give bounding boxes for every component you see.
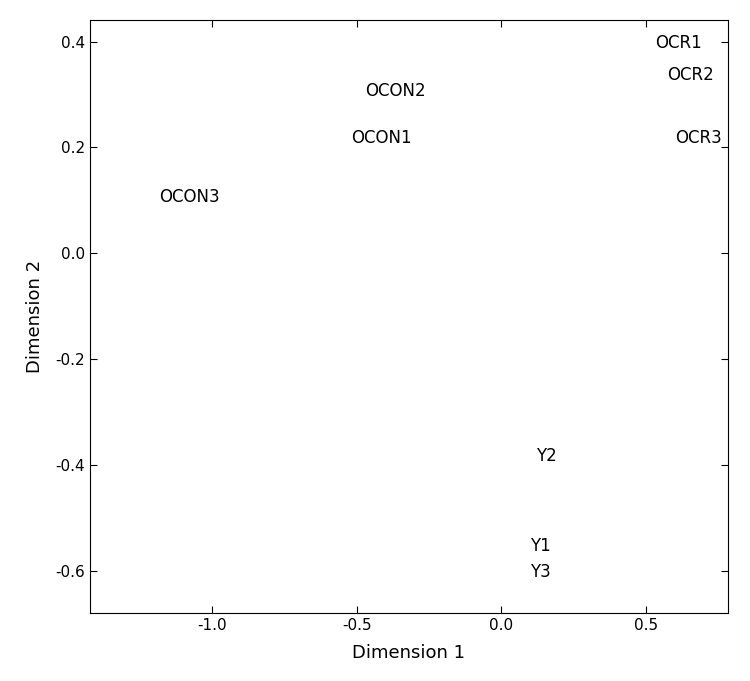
Text: OCR3: OCR3 xyxy=(675,129,722,147)
Text: OCR1: OCR1 xyxy=(655,34,702,52)
Text: Y1: Y1 xyxy=(530,537,551,555)
Text: Y2: Y2 xyxy=(536,447,557,465)
Text: OCON3: OCON3 xyxy=(160,187,220,206)
X-axis label: Dimension 1: Dimension 1 xyxy=(352,644,465,662)
Text: Y3: Y3 xyxy=(530,563,551,581)
Text: OCR2: OCR2 xyxy=(667,66,713,84)
Y-axis label: Dimension 2: Dimension 2 xyxy=(26,260,44,373)
Text: OCON1: OCON1 xyxy=(351,129,412,147)
Text: OCON2: OCON2 xyxy=(365,82,426,100)
